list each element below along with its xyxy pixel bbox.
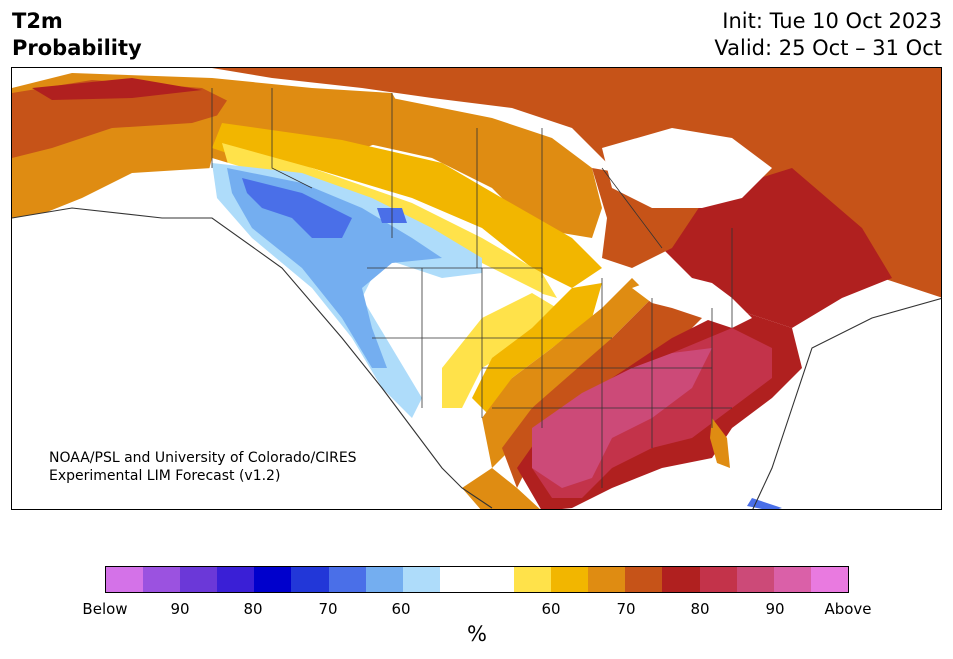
colorbar-segment [365, 567, 403, 592]
map-title: T2m Probability [12, 8, 142, 62]
us-pink-core [532, 348, 712, 488]
colorbar-segment [625, 567, 663, 592]
colorbar-segment [143, 567, 181, 592]
colorbar-segment [514, 567, 552, 592]
colorbar-segment [291, 567, 329, 592]
colorbar-segment [662, 567, 700, 592]
colorbar-segment [551, 567, 589, 592]
colorbar-tick-label: 90 [170, 600, 190, 618]
init-date: Init: Tue 10 Oct 2023 [722, 9, 942, 33]
coastline [12, 207, 941, 509]
pacific-ocean [12, 208, 452, 509]
colorbar-tick-label: 60 [391, 600, 411, 618]
colorbar-segment [588, 567, 626, 592]
colorbar-segment [328, 567, 366, 592]
map-svg [12, 68, 941, 509]
colorbar-segment [106, 567, 144, 592]
hudson-bay [602, 128, 772, 208]
colorbar-segment [439, 567, 477, 592]
colorbar-segment [217, 567, 255, 592]
colorbar-segment [476, 567, 515, 592]
title-line-1: T2m [12, 9, 63, 33]
colorbar-tick-label: 60 [541, 600, 561, 618]
colorbar-segment [773, 567, 811, 592]
borders [211, 88, 733, 488]
colorbar [105, 566, 849, 593]
credit-text: NOAA/PSL and University of Colorado/CIRE… [49, 449, 357, 485]
colorbar-tick-label: 80 [243, 600, 263, 618]
colorbar-tick-label: 70 [318, 600, 338, 618]
credit-line-2: Experimental LIM Forecast (v1.2) [49, 468, 281, 484]
colorbar-segment [736, 567, 774, 592]
canada-arctic-band [212, 68, 941, 298]
colorbar-segment [699, 567, 737, 592]
great-lakes [632, 273, 752, 328]
us-yellow [442, 293, 557, 408]
caribbean-islands [747, 498, 782, 509]
us-gold [472, 283, 602, 418]
credit-line-1: NOAA/PSL and University of Colorado/CIRE… [49, 450, 357, 466]
title-line-2: Probability [12, 36, 142, 60]
colorbar-segment [810, 567, 848, 592]
atlantic-ocean [752, 298, 941, 509]
colorbar-segment [180, 567, 218, 592]
probability-map [11, 67, 942, 510]
mexico-orange [462, 468, 540, 509]
eastern-canada-red [662, 168, 892, 328]
colorbar-tick-label: Above [824, 600, 872, 618]
canada-yellow-band [212, 123, 602, 288]
colorbar-tick-label: 80 [690, 600, 710, 618]
valid-range: Valid: 25 Oct – 31 Oct [714, 36, 942, 60]
forecast-dates: Init: Tue 10 Oct 2023 Valid: 25 Oct – 31… [714, 8, 942, 62]
below-normal-mid [227, 168, 442, 368]
colorbar-unit: % [467, 622, 487, 646]
florida [710, 418, 730, 468]
colorbar-tick-label: 90 [765, 600, 785, 618]
alaska-dark-strip [32, 78, 202, 100]
canada-orange-band [212, 93, 602, 238]
colorbar-segment [402, 567, 440, 592]
colorbar-tick-label: 70 [616, 600, 636, 618]
colorbar-tick-label: Below [82, 600, 128, 618]
below-normal-dark [242, 178, 352, 238]
colorbar-segment [254, 567, 292, 592]
